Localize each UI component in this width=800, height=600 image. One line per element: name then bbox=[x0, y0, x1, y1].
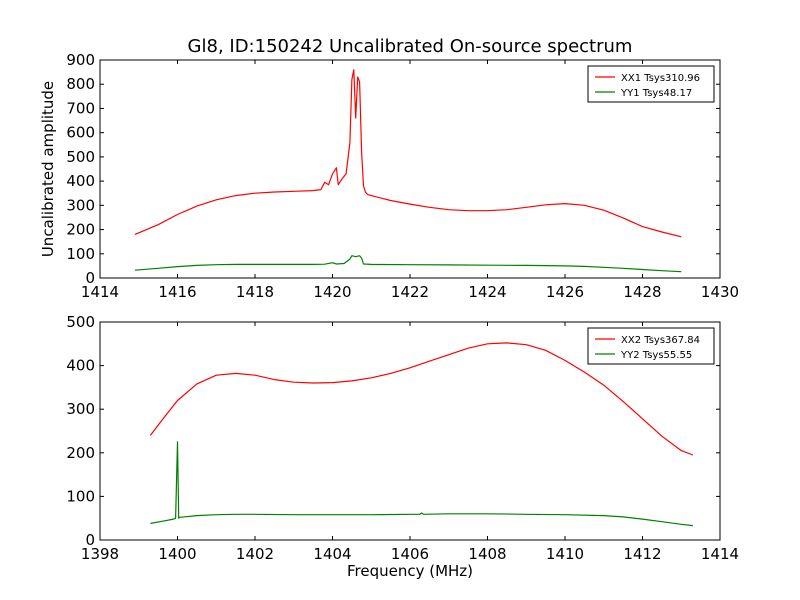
legend-box bbox=[587, 327, 715, 365]
series-line-xx1 bbox=[134, 69, 682, 238]
y-tick-label: 400 bbox=[66, 357, 95, 375]
x-tick-label: 1416 bbox=[158, 283, 196, 301]
y-tick-label: 500 bbox=[66, 148, 95, 166]
x-tick-label: 1400 bbox=[158, 545, 196, 563]
x-tick-label: 1430 bbox=[701, 283, 739, 301]
x-tick-label: 1426 bbox=[546, 283, 584, 301]
y-tick-label: 100 bbox=[66, 487, 95, 505]
x-tick-label: 1404 bbox=[313, 545, 351, 563]
x-tick-label: 1424 bbox=[468, 283, 506, 301]
x-tick-label: 1422 bbox=[391, 283, 429, 301]
y-tick-label: 600 bbox=[66, 124, 95, 142]
x-tick-label: 1408 bbox=[468, 545, 506, 563]
y-tick-label: 0 bbox=[85, 269, 95, 287]
chart-1: 1414 1416 1418 1420 1422 1424 1426 1428 1430 0 100… bbox=[39, 51, 739, 301]
x-tick-label: 1414 bbox=[81, 283, 119, 301]
x-tick-label: 1428 bbox=[623, 283, 661, 301]
legend-label: YY1 Tsys48.17 bbox=[620, 88, 692, 99]
x-tick-label: 1420 bbox=[313, 283, 351, 301]
x-tick-label: 1410 bbox=[546, 545, 584, 563]
y-tick-label: 700 bbox=[66, 99, 95, 117]
x-tick-label: 1412 bbox=[623, 545, 661, 563]
x-tick-label: 1398 bbox=[81, 545, 119, 563]
y-tick-label: 900 bbox=[66, 51, 95, 69]
y-tick-label: 200 bbox=[66, 221, 95, 239]
series-line-yy2 bbox=[150, 441, 693, 527]
y-tick-label: 400 bbox=[66, 172, 95, 190]
series-line-xx2 bbox=[149, 342, 694, 456]
y-tick-label: 500 bbox=[66, 313, 95, 331]
chart-title: Gl8, ID:150242 Uncalibrated On-source sp… bbox=[188, 36, 633, 57]
x-tick-label: 1406 bbox=[391, 545, 429, 563]
x-tick-label: 1402 bbox=[236, 545, 274, 563]
legend-box bbox=[587, 65, 715, 103]
legend: XX1 Tsys310.96 YY1 Tsys48.17 bbox=[587, 65, 715, 103]
y-tick-label: 200 bbox=[66, 444, 95, 462]
chart-2: 1398 1400 1402 1404 1406 1408 1410 1412 1414 0 100… bbox=[66, 313, 739, 580]
y-tick-label: 300 bbox=[66, 196, 95, 214]
y-tick-label: 300 bbox=[66, 400, 95, 418]
x-axis-label: Frequency (MHz) bbox=[347, 562, 473, 580]
y-tick-label: 100 bbox=[66, 245, 95, 263]
x-tick-label: 1414 bbox=[701, 545, 739, 563]
legend: XX2 Tsys367.84 YY2 Tsys55.55 bbox=[587, 327, 715, 365]
y-tick-label: 0 bbox=[85, 531, 95, 549]
y-axis-label: Uncalibrated amplitude bbox=[39, 81, 57, 257]
y-tick-label: 800 bbox=[66, 75, 95, 93]
x-tick-label: 1418 bbox=[236, 283, 274, 301]
legend-label: XX2 Tsys367.84 bbox=[621, 335, 700, 346]
legend-label: YY2 Tsys55.55 bbox=[620, 350, 692, 361]
legend-label: XX1 Tsys310.96 bbox=[621, 73, 700, 84]
series-line-yy1 bbox=[134, 255, 682, 273]
